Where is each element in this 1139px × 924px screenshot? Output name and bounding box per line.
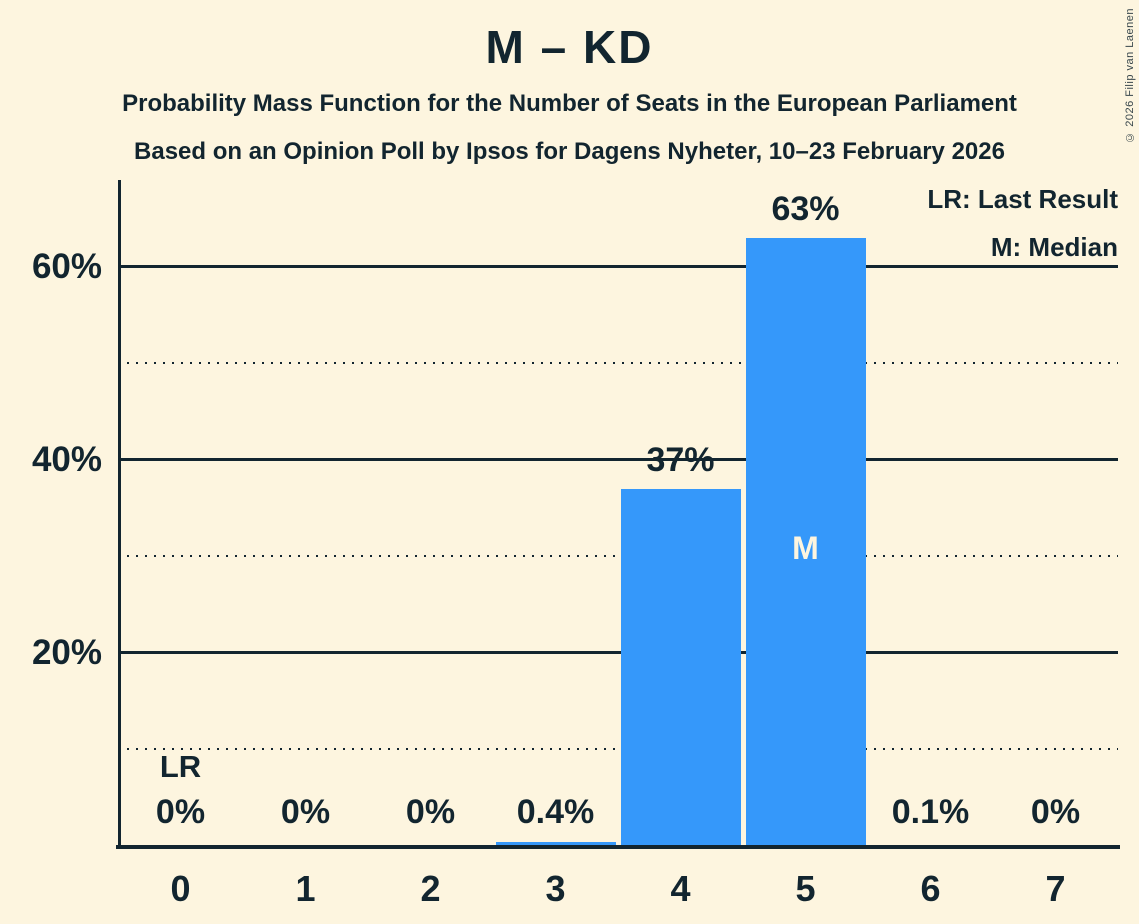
bar [620,489,741,846]
y-tick-label: 60% [31,246,102,286]
bar-value-label: 0% [405,793,456,831]
bar-value-label: 37% [646,441,715,479]
y-tick-label: 40% [31,439,102,479]
bar-value-label: 0% [1030,793,1081,831]
minor-gridline [118,555,1118,558]
x-tick-label: 4 [670,868,691,909]
bar-value-label: 0.1% [891,793,970,831]
x-tick-label: 1 [295,868,316,909]
x-tick-label: 6 [920,868,941,909]
minor-gridline [118,748,1118,751]
chart-subtitle-line1: Probability Mass Function for the Number… [122,90,1017,117]
last-result-marker-label: LR [159,749,202,784]
x-tick-label: 5 [795,868,816,909]
median-marker-label: M [792,530,819,566]
plot-area: 0% 0 0% 1 0% 2 0.4% 3 37% 4 63% 5 0.1% 6 0% 7 LR M [118,180,1118,907]
bar [745,238,866,846]
bar-value-label: 0% [280,793,331,831]
y-axis-line [118,180,121,849]
bar-value-label: 63% [771,190,840,228]
major-gridline [118,651,1118,655]
minor-gridline [118,362,1118,365]
bar-value-label: 0% [155,793,206,831]
x-tick-label: 7 [1045,868,1066,909]
legend-last-result: LR: Last Result [927,184,1118,214]
x-tick-label: 2 [420,868,441,909]
x-axis-line [116,845,1120,849]
chart-subtitle-line2: Based on an Opinion Poll by Ipsos for Da… [134,138,1005,165]
bar [495,842,616,846]
x-tick-label: 3 [545,868,566,909]
chart-title: M – KD [485,21,654,73]
legend-median: M: Median [990,232,1118,262]
y-tick-label: 20% [31,632,102,672]
major-gridline [118,458,1118,462]
major-gridline [118,265,1118,269]
bar-value-label: 0.4% [516,793,595,831]
x-tick-label: 0 [170,868,191,909]
